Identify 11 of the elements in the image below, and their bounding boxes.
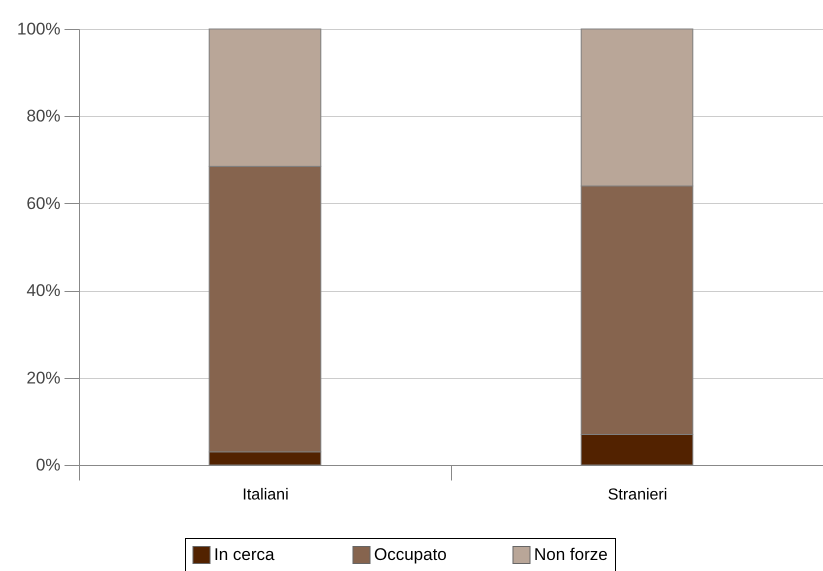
legend-label: In cerca (214, 544, 276, 564)
y-tick-label: 100% (17, 20, 60, 38)
legend-label: Non forze (534, 544, 608, 564)
y-tick-label: 80% (26, 106, 60, 126)
y-tick-label: 40% (26, 281, 60, 300)
x-tick-label: Italiani (242, 486, 289, 504)
x-tick-label: Stranieri (608, 486, 668, 504)
y-tick-label: 0% (36, 456, 60, 474)
y-tick-label: 20% (26, 368, 60, 388)
y-tick-label: 60% (26, 194, 60, 213)
legend-label: Occupato (374, 544, 447, 564)
